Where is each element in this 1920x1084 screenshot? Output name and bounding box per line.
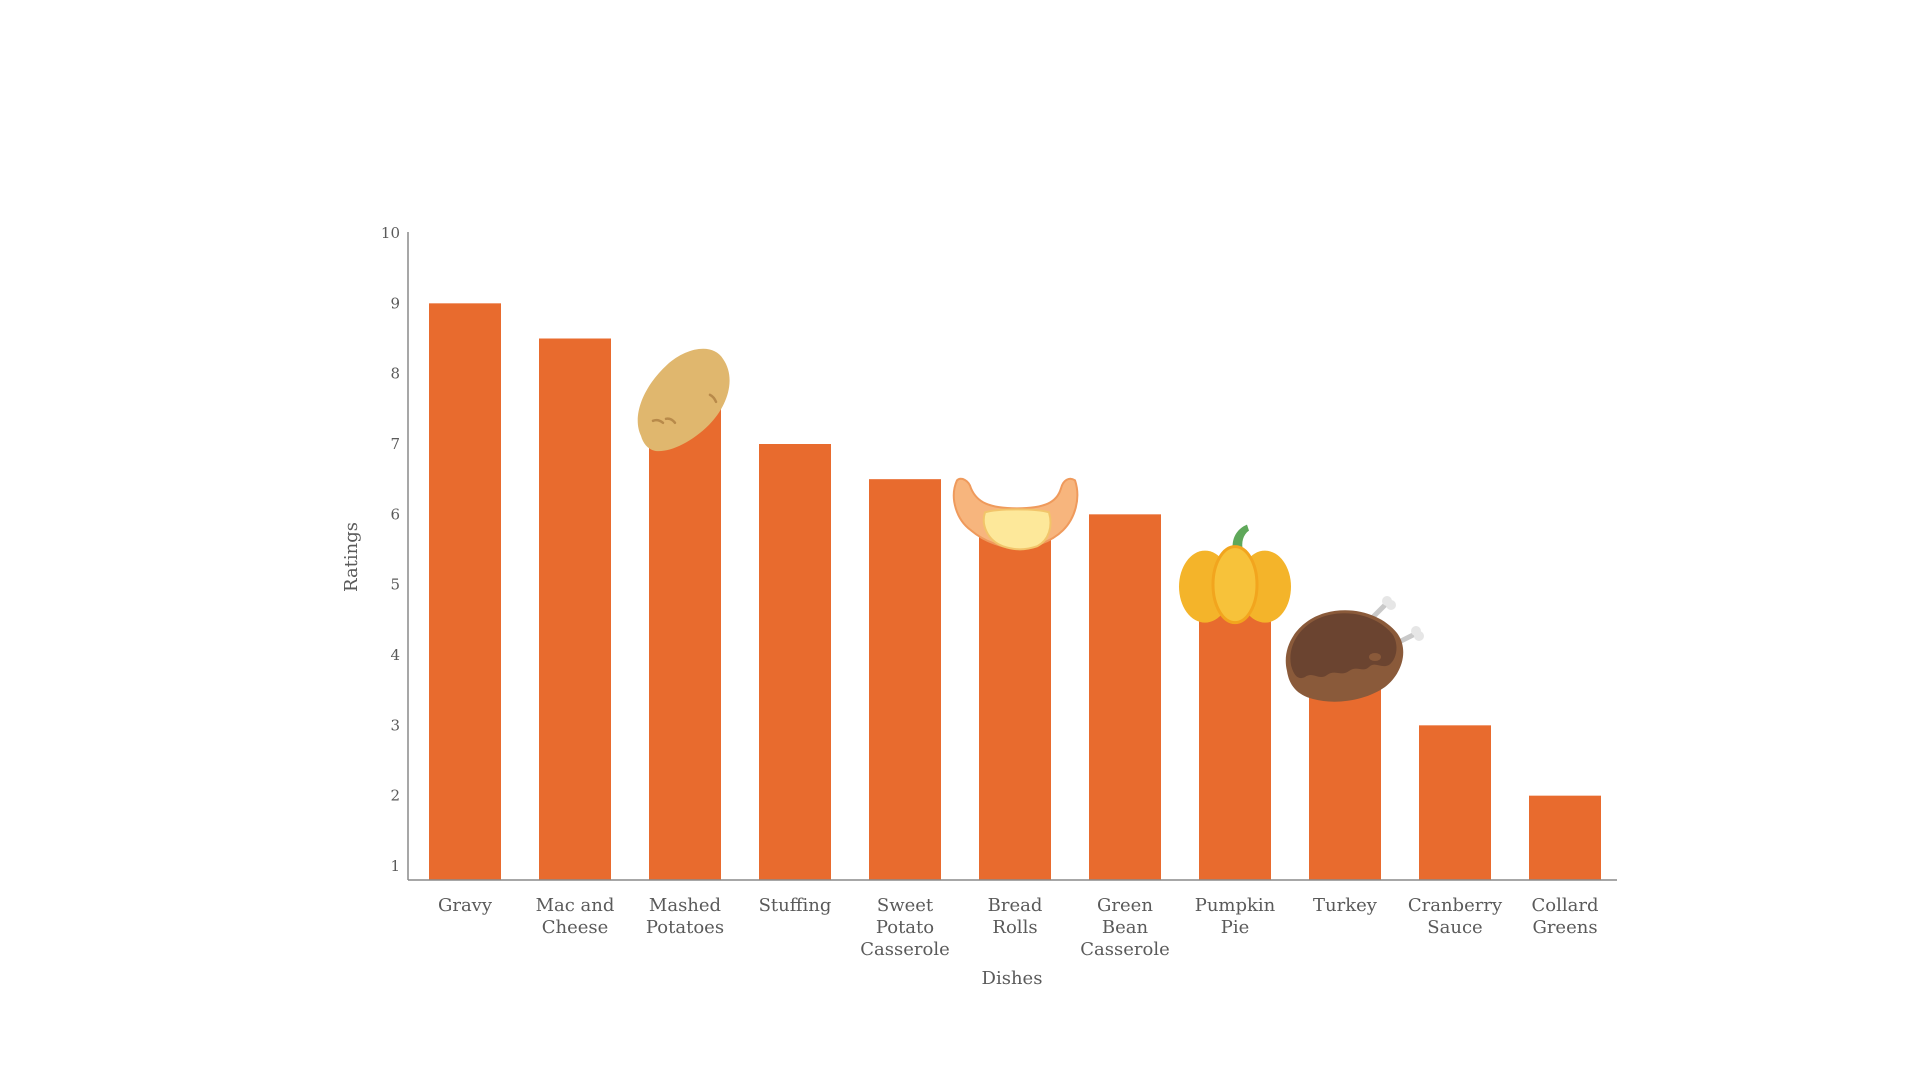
potato-icon: [637, 348, 730, 452]
turkey-bone-knob: [1386, 600, 1396, 610]
y-tick-label: 4: [390, 646, 400, 664]
x-tick-label-line: Gravy: [438, 895, 493, 916]
pumpkin-center-lobe: [1211, 545, 1259, 625]
y-tick-label: 1: [390, 857, 400, 875]
x-tick-label-line: Bread: [988, 895, 1043, 916]
x-tick-label-line: Sauce: [1427, 917, 1482, 938]
bars-layer: [429, 303, 1601, 880]
y-tick-label: 10: [381, 224, 400, 242]
x-tick-label-line: Mac and: [536, 895, 615, 916]
icons-layer: [637, 348, 1424, 702]
bar-collard-greens: [1529, 795, 1601, 880]
x-tick-label-line: Collard: [1532, 895, 1599, 916]
x-tick-label-collard-greens: Collard Greens: [1532, 895, 1599, 938]
bar-cranberry-sauce: [1419, 725, 1491, 880]
croissant-icon: [952, 477, 1079, 551]
pumpkin-stem: [1232, 524, 1249, 551]
potato-eye: [664, 417, 677, 425]
x-tick-label-line: Stuffing: [759, 895, 832, 916]
y-tick-label: 9: [390, 294, 400, 312]
y-tick-label: 8: [390, 365, 400, 383]
x-tick-label-line: Bean: [1102, 917, 1149, 938]
y-axis-title: Ratings: [341, 522, 362, 592]
y-tick-label: 3: [390, 716, 400, 734]
turkey-glaze-drip: [1369, 653, 1381, 661]
x-tick-label-mac-and-cheese: Mac and Cheese: [536, 895, 615, 938]
x-axis-title: Dishes: [982, 968, 1043, 989]
bar-pumpkin-pie: [1199, 584, 1271, 880]
roast-turkey-icon: [1285, 596, 1424, 702]
x-tick-labels: Gravy Mac and Cheese Mashed Potatoes Stuffing…: [438, 895, 1599, 960]
x-tick-label-line: Casserole: [1080, 939, 1169, 960]
bar-green-bean-casserole: [1089, 514, 1161, 880]
y-tick-labels: 1 2 3 4 5 6 7 8 9 10: [381, 224, 400, 875]
x-tick-label-line: Green: [1097, 895, 1153, 916]
x-tick-label-line: Mashed: [649, 895, 721, 916]
potato-body: [637, 348, 730, 452]
x-tick-label-line: Casserole: [860, 939, 949, 960]
bar-mashed-potatoes: [649, 408, 721, 880]
y-tick-label: 2: [390, 787, 400, 805]
x-tick-label-cranberry-sauce: Cranberry Sauce: [1408, 895, 1503, 938]
bar-stuffing: [759, 444, 831, 880]
turkey-glaze: [1290, 613, 1397, 679]
x-tick-label-bread-rolls: Bread Rolls: [988, 895, 1043, 938]
x-tick-label-line: Greens: [1532, 917, 1597, 938]
potato-eye: [708, 393, 718, 404]
x-tick-label-mashed-potatoes: Mashed Potatoes: [646, 895, 724, 938]
potato-eye: [651, 418, 665, 425]
bar-mac-and-cheese: [539, 338, 611, 880]
x-tick-label-turkey: Turkey: [1313, 895, 1378, 916]
x-tick-label-gravy: Gravy: [438, 895, 493, 916]
y-tick-label: 7: [390, 435, 400, 453]
x-tick-label-line: Turkey: [1313, 895, 1378, 916]
x-tick-label-pumpkin-pie: Pumpkin Pie: [1195, 895, 1276, 938]
bar-gravy: [429, 303, 501, 880]
x-tick-label-line: Sweet: [877, 895, 934, 916]
x-tick-label-sweet-potato-casserole: Sweet Potato Casserole: [860, 895, 949, 960]
croissant-center: [982, 508, 1052, 551]
x-tick-label-stuffing: Stuffing: [759, 895, 832, 916]
axes-layer: [407, 232, 1617, 881]
x-tick-label-line: Rolls: [992, 917, 1037, 938]
turkey-bone-knob: [1414, 631, 1424, 641]
x-tick-label-line: Pumpkin: [1195, 895, 1276, 916]
y-tick-label: 5: [390, 576, 400, 594]
x-tick-label-line: Potato: [876, 917, 934, 938]
pumpkin-icon: [1179, 524, 1291, 625]
x-tick-label-line: Cheese: [542, 917, 609, 938]
x-tick-label-line: Potatoes: [646, 917, 724, 938]
x-tick-label-line: Cranberry: [1408, 895, 1503, 916]
x-tick-label-green-bean-casserole: Green Bean Casserole: [1080, 895, 1169, 960]
x-tick-label-line: Pie: [1221, 917, 1250, 938]
y-tick-label: 6: [390, 505, 400, 523]
bar-bread-rolls: [979, 514, 1051, 880]
bar-sweet-potato-casserole: [869, 479, 941, 880]
